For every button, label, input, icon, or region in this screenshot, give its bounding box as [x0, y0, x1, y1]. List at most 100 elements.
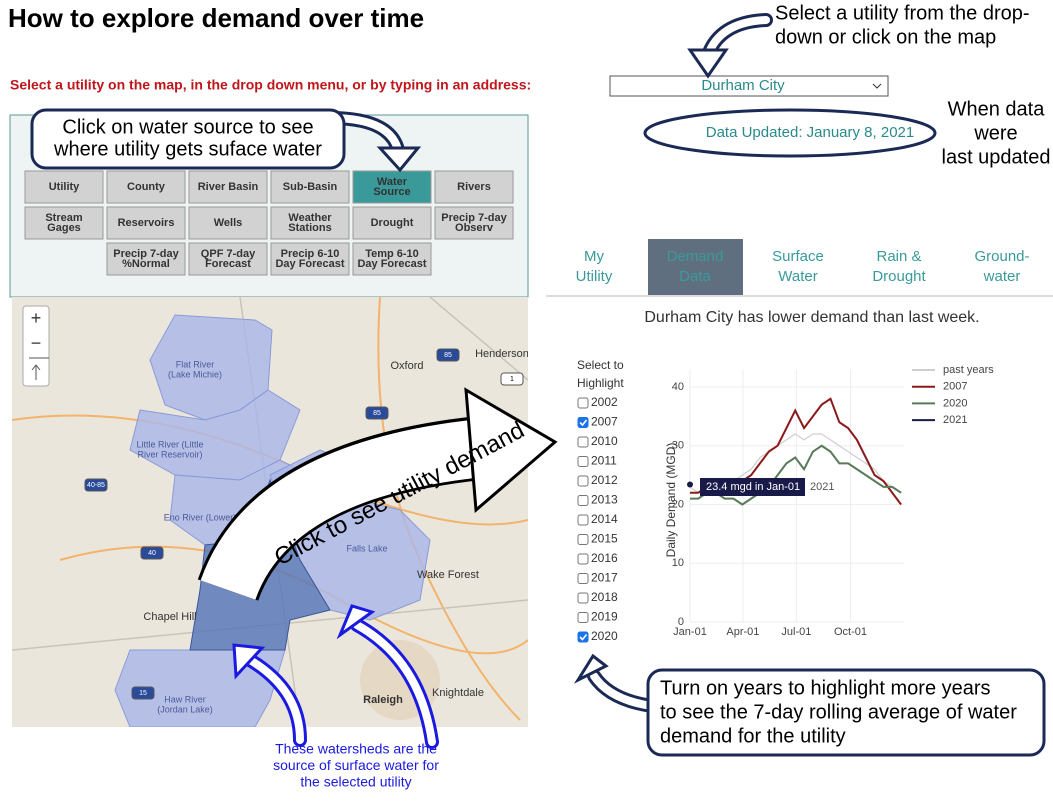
y-tick-label: 40 — [672, 381, 684, 393]
updated-text: Data Updated: January 8, 2021 — [706, 124, 914, 141]
year-checkbox[interactable] — [577, 573, 589, 584]
selector-label: Select a utility on the map, in the drop… — [10, 77, 531, 93]
layer-button[interactable] — [434, 206, 514, 240]
zoom-button[interactable]: − — [31, 333, 42, 353]
layer-button[interactable] — [188, 242, 268, 276]
year-checkbox[interactable] — [577, 612, 589, 623]
layer-button[interactable] — [106, 206, 186, 240]
button-label: Stations — [288, 222, 331, 234]
annotation: Turn on years to highlight more years — [660, 677, 991, 699]
y-tick-label: 0 — [678, 616, 684, 628]
button-label: Drought — [371, 217, 414, 229]
layer-button[interactable] — [106, 170, 186, 204]
x-tick-label: Apr-01 — [726, 626, 759, 638]
tab-label[interactable]: Rain & — [876, 248, 921, 265]
button-label: River Basin — [198, 181, 259, 193]
year-label: 2007 — [591, 415, 618, 429]
tab-label[interactable]: Surface — [772, 248, 824, 265]
button-label: Gages — [47, 222, 81, 234]
y-tick-label: 30 — [672, 440, 684, 452]
road-shield — [131, 686, 155, 700]
button-label: Rivers — [457, 181, 491, 193]
tab-label[interactable]: Demand — [667, 248, 724, 265]
button-label: Stream — [45, 212, 83, 224]
year-checkbox[interactable] — [577, 514, 589, 526]
highlight-title: Select to — [577, 358, 624, 372]
button-label: County — [127, 181, 166, 193]
callout-box — [646, 668, 1046, 757]
utility-dropdown[interactable] — [609, 75, 889, 97]
tab-label[interactable]: My — [584, 248, 604, 265]
tooltip-series: 2021 — [810, 481, 834, 493]
zoom-button[interactable]: + — [31, 308, 42, 328]
tab-label[interactable]: Drought — [872, 268, 926, 285]
year-checkbox[interactable] — [577, 495, 589, 506]
button-label: Source — [373, 186, 410, 198]
legend-label: 2007 — [943, 381, 967, 393]
annotation: When data — [948, 98, 1046, 120]
year-checkbox[interactable] — [577, 534, 589, 545]
compass — [29, 357, 49, 380]
dropdown-value: Durham City — [701, 77, 785, 94]
road-shield — [140, 546, 164, 560]
layer-button[interactable] — [24, 170, 104, 204]
zoom-control[interactable] — [22, 305, 50, 387]
layer-button[interactable] — [188, 206, 268, 240]
annotation: Click on water source to see — [62, 116, 313, 138]
tab-label[interactable]: Utility — [576, 268, 613, 285]
year-checkbox[interactable] — [577, 631, 589, 643]
blue-arrow — [246, 656, 304, 744]
place-label: Knightdale — [432, 687, 484, 699]
year-checkbox[interactable] — [577, 553, 589, 565]
legend-label: 2021 — [943, 414, 967, 426]
big-arrow — [200, 419, 486, 601]
button-label: QPF 7-day — [201, 248, 256, 260]
layer-button[interactable] — [434, 170, 514, 204]
x-tick-label: Oct-01 — [834, 626, 867, 638]
layer-button[interactable] — [270, 170, 350, 204]
year-checkbox[interactable] — [577, 417, 589, 428]
layer-button[interactable] — [352, 206, 432, 240]
layer-button[interactable] — [188, 170, 268, 204]
y-tick-label: 10 — [672, 557, 684, 569]
watershed-label: Eno River (Lower) — [164, 512, 237, 522]
button-label: Day Forecast — [357, 258, 426, 270]
year-checkbox[interactable] — [577, 456, 589, 467]
layer-button[interactable] — [352, 170, 432, 204]
button-label: Sub-Basin — [283, 181, 338, 193]
series-line — [690, 444, 902, 506]
annotation: were — [973, 122, 1017, 144]
arrow-head — [687, 48, 729, 79]
layer-button[interactable] — [106, 242, 186, 276]
button-label: Precip 7-day — [441, 212, 507, 224]
button-label: Temp 6-10 — [365, 248, 419, 260]
blue-arrow — [353, 621, 436, 746]
tab-label[interactable]: Ground- — [974, 248, 1029, 265]
shield-label: 85 — [373, 410, 381, 417]
road-shield — [365, 406, 389, 420]
demand-chart: 0 10 20 30 40 Jan-01 Apr-01 Jul-01 Oct-01 Daily D… — [664, 364, 994, 638]
place-label: Raleigh — [363, 694, 403, 706]
big-arrow-head — [464, 387, 558, 514]
tab-label[interactable]: Data — [679, 268, 711, 285]
road-shield — [500, 372, 524, 386]
tab-label[interactable]: water — [983, 268, 1021, 285]
layer-button[interactable] — [270, 242, 350, 276]
arrow-head — [573, 653, 609, 684]
button-label: Water — [377, 176, 408, 188]
year-checkbox[interactable] — [577, 475, 589, 487]
layer-button[interactable] — [24, 206, 104, 240]
year-checkbox[interactable] — [577, 397, 589, 409]
year-label: 2018 — [591, 590, 618, 604]
road-shield — [84, 478, 108, 492]
year-checkbox[interactable] — [577, 592, 589, 604]
layer-button[interactable] — [270, 206, 350, 240]
active-tab[interactable] — [648, 239, 743, 295]
watershed-label: Flat River — [176, 359, 215, 369]
annotation: last updated — [942, 146, 1051, 168]
year-checkbox[interactable] — [577, 436, 589, 448]
year-label: 2013 — [591, 493, 618, 507]
layer-button[interactable] — [352, 242, 432, 276]
tab-label[interactable]: Water — [778, 268, 817, 285]
shield-label: 40-85 — [87, 482, 105, 489]
